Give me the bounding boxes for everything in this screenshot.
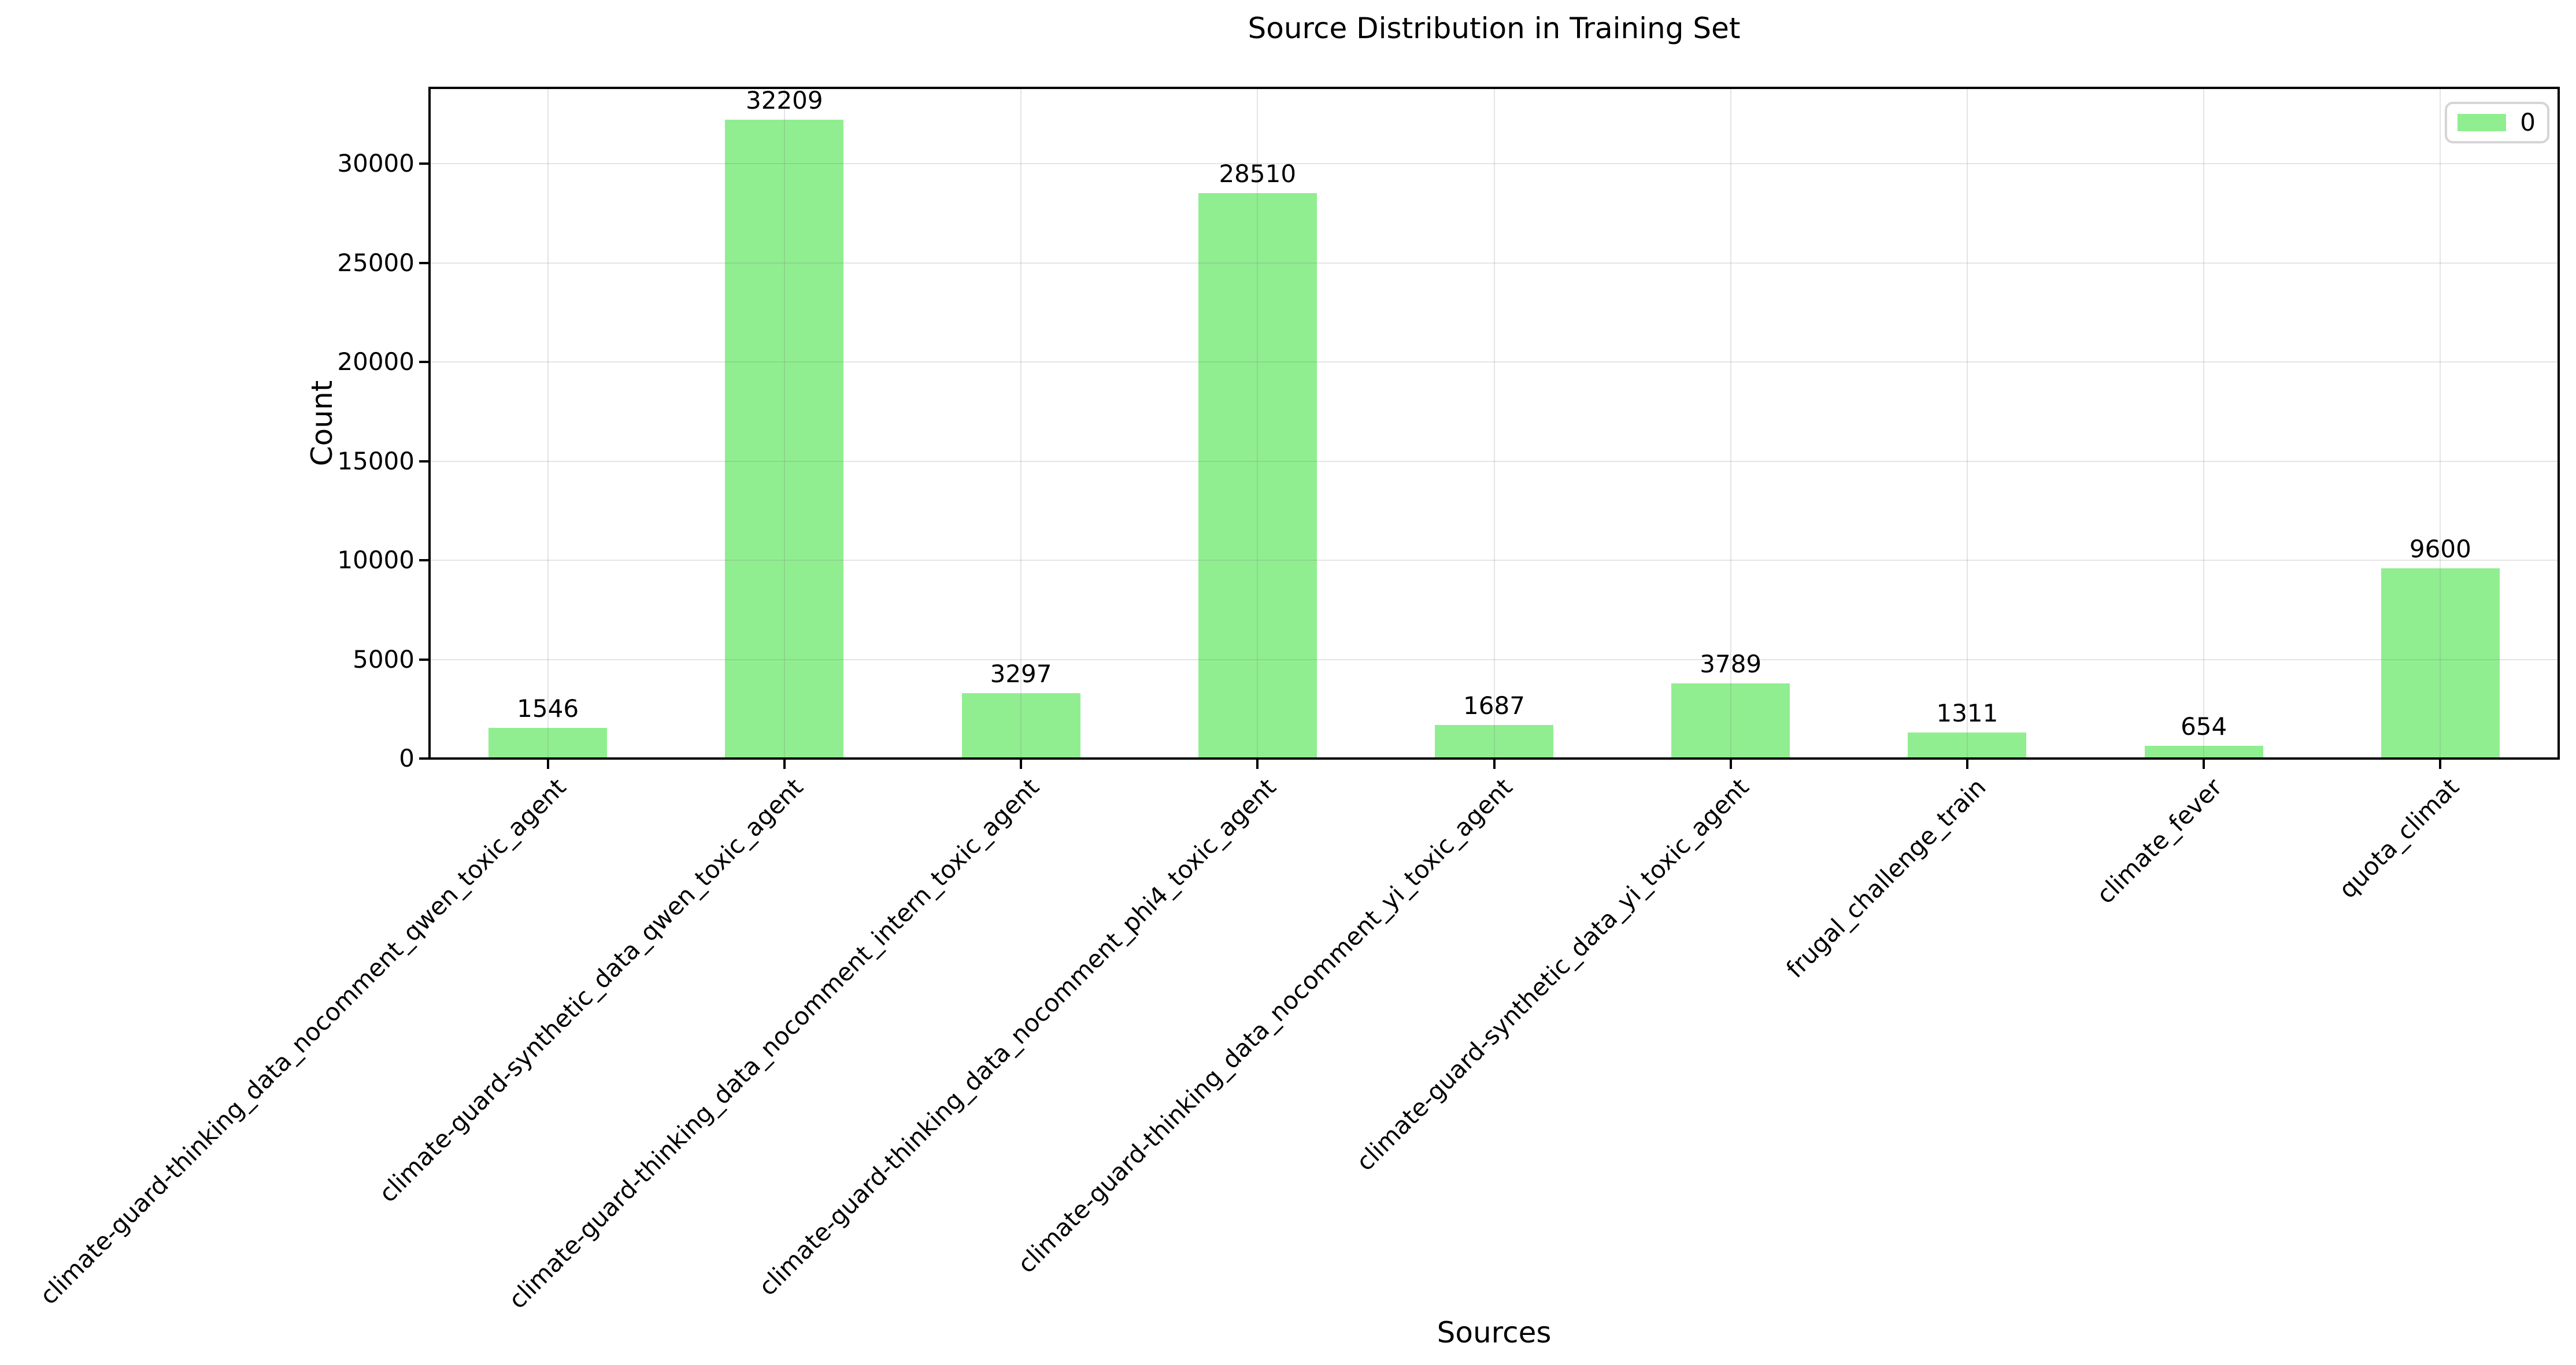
y-tick-label: 15000 bbox=[337, 446, 414, 475]
y-tick-mark bbox=[419, 361, 428, 363]
x-gridline bbox=[1966, 88, 1968, 759]
x-gridline bbox=[1730, 88, 1731, 759]
bar-value-label: 1311 bbox=[1936, 699, 1998, 728]
bar bbox=[1908, 733, 2027, 759]
y-gridline bbox=[430, 560, 2559, 561]
bar-value-label: 1546 bbox=[517, 694, 579, 723]
bar-value-label: 32209 bbox=[746, 86, 823, 115]
x-gridline bbox=[783, 88, 785, 759]
bar bbox=[1435, 725, 1553, 759]
bar bbox=[1198, 193, 1317, 759]
x-gridline bbox=[2440, 88, 2441, 759]
y-tick-label: 10000 bbox=[337, 546, 414, 574]
x-tick-mark bbox=[1729, 760, 1732, 769]
bar bbox=[1671, 683, 1790, 759]
x-tick-label: climate-guard-thinking_data_nocomment_qw… bbox=[34, 772, 572, 1310]
x-gridline bbox=[2203, 88, 2205, 759]
legend-label: 0 bbox=[2520, 108, 2536, 136]
x-tick-label: climate-guard-thinking_data_nocomment_ph… bbox=[753, 772, 1282, 1301]
x-tick-label: climate-guard-thinking_data_nocomment_yi… bbox=[1012, 772, 1518, 1279]
x-tick-mark bbox=[1256, 760, 1259, 769]
x-tick-label: climate-guard-synthetic_data_qwen_toxic_… bbox=[373, 772, 809, 1208]
x-tick-label: frugal_challenge_train bbox=[1780, 772, 1992, 983]
y-tick-mark bbox=[419, 460, 428, 463]
bar-value-label: 1687 bbox=[1463, 691, 1525, 720]
x-tick-mark bbox=[1493, 760, 1496, 769]
x-gridline bbox=[547, 88, 549, 759]
legend: 0 bbox=[2445, 102, 2549, 143]
x-tick-mark bbox=[546, 760, 549, 769]
y-gridline bbox=[430, 163, 2559, 165]
bar bbox=[961, 693, 1080, 759]
y-tick-label: 0 bbox=[399, 744, 414, 772]
y-gridline bbox=[430, 262, 2559, 264]
x-gridline bbox=[1020, 88, 1022, 759]
y-gridline bbox=[430, 361, 2559, 362]
y-tick-label: 25000 bbox=[337, 248, 414, 277]
x-tick-label: climate-guard-thinking_data_nocomment_in… bbox=[503, 772, 1045, 1315]
bar bbox=[2144, 745, 2263, 759]
legend-color-swatch bbox=[2457, 114, 2507, 131]
x-tick-mark bbox=[783, 760, 786, 769]
y-tick-mark bbox=[419, 757, 428, 760]
y-tick-label: 30000 bbox=[337, 149, 414, 178]
bar-value-label: 654 bbox=[2181, 712, 2227, 741]
bar bbox=[2381, 568, 2500, 759]
bar bbox=[725, 120, 844, 759]
bar-value-label: 9600 bbox=[2409, 534, 2471, 563]
y-tick-mark bbox=[419, 162, 428, 165]
bar bbox=[488, 727, 608, 759]
bar-value-label: 28510 bbox=[1219, 160, 1297, 188]
y-tick-mark bbox=[419, 658, 428, 661]
y-tick-label: 5000 bbox=[353, 645, 414, 674]
x-gridline bbox=[1257, 88, 1259, 759]
x-tick-mark bbox=[2203, 760, 2205, 769]
bar-value-label: 3789 bbox=[1700, 650, 1762, 679]
x-tick-mark bbox=[1020, 760, 1023, 769]
y-tick-mark bbox=[419, 261, 428, 264]
x-tick-label: climate-guard-synthetic_data_yi_toxic_ag… bbox=[1350, 772, 1755, 1177]
y-gridline bbox=[430, 460, 2559, 462]
y-axis-title: Count bbox=[305, 380, 339, 467]
x-axis-title: Sources bbox=[1437, 1316, 1552, 1349]
chart-title: Source Distribution in Training Set bbox=[1248, 12, 1741, 45]
x-tick-label: climate_fever bbox=[2091, 772, 2228, 909]
x-tick-mark bbox=[2439, 760, 2442, 769]
y-gridline bbox=[430, 659, 2559, 660]
y-tick-label: 20000 bbox=[337, 347, 414, 376]
x-tick-label: quota_climat bbox=[2333, 772, 2464, 904]
x-gridline bbox=[1493, 88, 1495, 759]
x-tick-mark bbox=[1966, 760, 1968, 769]
y-tick-mark bbox=[419, 559, 428, 561]
bar-value-label: 3297 bbox=[990, 659, 1052, 688]
plot-area: 0 5000 10000 15000 20000 25000 30000 1546 climat… bbox=[35, 86, 2560, 1314]
